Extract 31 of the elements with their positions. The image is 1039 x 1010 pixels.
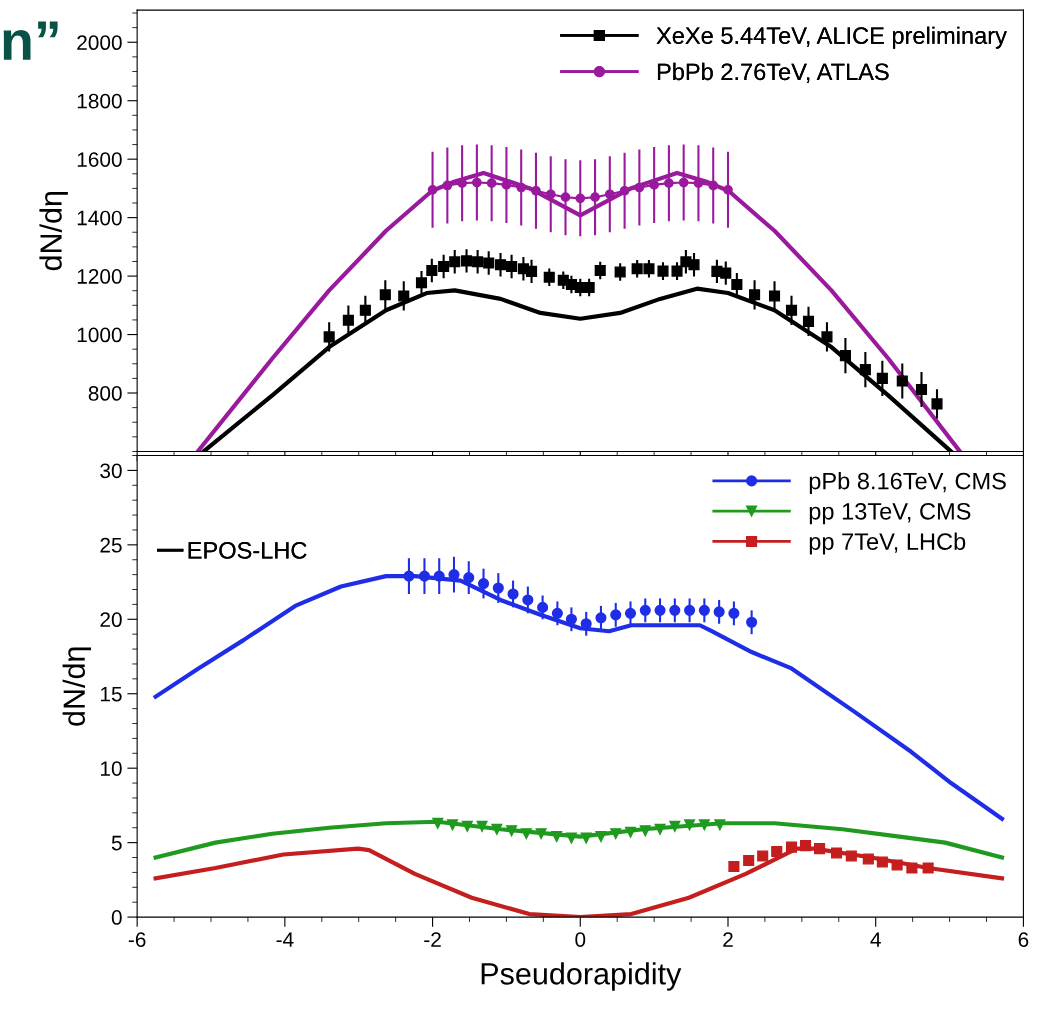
annotation: EPOS-LHC <box>188 542 307 559</box>
legend-label: PbPb 2.76TeV, ATLAS <box>657 62 889 83</box>
x-tick-label: -4 <box>276 932 294 947</box>
y-tick-label: 5 <box>111 835 122 851</box>
x-tick-label: 6 <box>1018 932 1029 947</box>
legend-label: pp 13TeV, CMS <box>809 502 971 525</box>
y-tick-label: 30 <box>100 463 122 479</box>
y-tick-label: 20 <box>100 612 122 628</box>
legend-label: pPb 8.16TeV, CMS <box>809 472 1006 495</box>
x-axis-title: Pseudorapidity <box>481 962 682 991</box>
text: n” <box>3 21 58 60</box>
y-tick-label: 1200 <box>77 269 122 284</box>
y-tick-label: 1800 <box>77 93 122 109</box>
x-tick-label: 0 <box>575 932 586 947</box>
y-axis-title: dN/dη <box>62 647 92 726</box>
y-tick-label: 1600 <box>77 152 122 167</box>
y-tick-label: 15 <box>100 686 122 702</box>
y-tick-label: 2000 <box>77 35 122 51</box>
x-tick-label: -6 <box>128 932 146 947</box>
y-tick-label: 800 <box>88 386 122 401</box>
y-tick-label: 1400 <box>77 210 122 226</box>
y-tick-label: 1000 <box>77 327 122 343</box>
legend-label: pp 7TeV, LHCb <box>809 532 966 555</box>
x-tick-label: 4 <box>870 932 881 947</box>
y-tick-label: 10 <box>100 761 122 776</box>
y-tick-label: 0 <box>111 910 122 925</box>
legend-label: XeXe 5.44TeV, ALICE preliminary <box>656 26 1007 49</box>
x-tick-label: -2 <box>424 932 441 947</box>
y-tick-label: 25 <box>100 537 122 553</box>
x-tick-label: 2 <box>723 932 733 947</box>
y-axis-title: dN/dη <box>39 192 68 271</box>
